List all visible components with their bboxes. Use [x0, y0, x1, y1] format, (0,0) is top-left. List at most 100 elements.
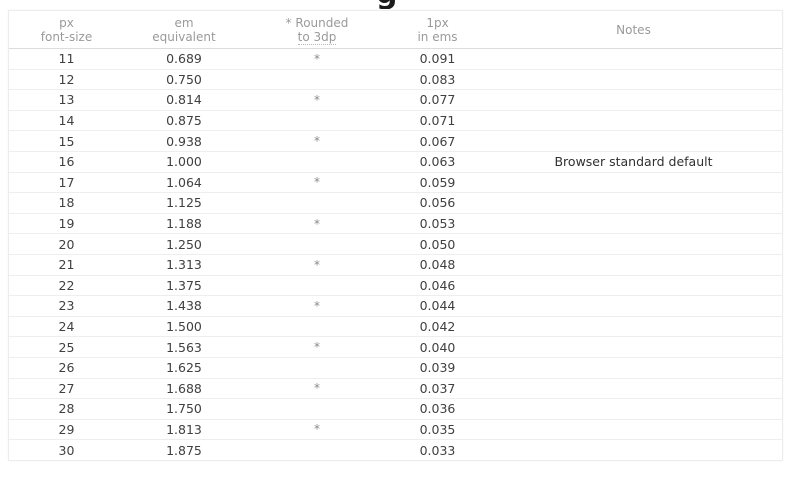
cell-rounded-marker [244, 192, 390, 214]
cell-px: 22 [9, 275, 124, 297]
cell-1px-in-ems: 0.042 [390, 316, 485, 338]
cell-rounded-marker: * [244, 254, 390, 276]
table-row: 30 1.875 0.033 [9, 440, 782, 460]
cell-1px-in-ems: 0.067 [390, 130, 485, 152]
cell-1px-in-ems: 0.050 [390, 233, 485, 255]
cell-1px-in-ems: 0.083 [390, 69, 485, 91]
header-em-equivalent: em equivalent [124, 11, 244, 49]
header-px-line2: font-size [40, 29, 93, 44]
header-rounded-line2: to 3dp [244, 29, 390, 45]
cell-note [485, 110, 782, 132]
cell-em: 1.064 [124, 172, 244, 194]
header-row: px font-size em equivalent * Rounded to … [9, 11, 782, 49]
header-1px-in-ems: 1px in ems [390, 11, 485, 49]
table-row: 21 1.313 * 0.048 [9, 254, 782, 276]
cell-note [485, 316, 782, 338]
header-notes-label: Notes [616, 22, 651, 37]
cell-em: 0.938 [124, 130, 244, 152]
cell-rounded-marker: * [244, 336, 390, 358]
table-header: px font-size em equivalent * Rounded to … [9, 11, 782, 49]
cell-em: 0.750 [124, 69, 244, 91]
cell-1px-in-ems: 0.077 [390, 89, 485, 111]
cell-note: Browser standard default [485, 151, 782, 173]
px-to-em-table: px font-size em equivalent * Rounded to … [9, 11, 782, 460]
cell-note [485, 336, 782, 358]
cell-px: 21 [9, 254, 124, 276]
header-notes: Notes [485, 11, 782, 49]
cell-rounded-marker: * [244, 295, 390, 317]
cell-note [485, 419, 782, 441]
cell-px: 23 [9, 295, 124, 317]
table-row: 22 1.375 0.046 [9, 275, 782, 297]
cell-px: 17 [9, 172, 124, 194]
cell-note [485, 398, 782, 420]
cropped-heading-fragment: g [376, 0, 432, 9]
cell-em: 1.500 [124, 316, 244, 338]
cell-1px-in-ems: 0.056 [390, 192, 485, 214]
cell-em: 1.188 [124, 213, 244, 235]
cell-rounded-marker [244, 233, 390, 255]
cell-px: 25 [9, 336, 124, 358]
table-row: 12 0.750 0.083 [9, 69, 782, 91]
table-row: 25 1.563 * 0.040 [9, 336, 782, 358]
cell-rounded-marker: * [244, 89, 390, 111]
cell-em: 1.625 [124, 357, 244, 379]
table-row: 26 1.625 0.039 [9, 357, 782, 379]
cell-rounded-marker [244, 151, 390, 173]
cell-rounded-marker [244, 440, 390, 460]
cell-note [485, 172, 782, 194]
header-1px-line2: in ems [417, 29, 458, 44]
cell-px: 26 [9, 357, 124, 379]
cell-rounded-marker: * [244, 213, 390, 235]
cell-px: 19 [9, 213, 124, 235]
table-row: 16 1.000 0.063 Browser standard default [9, 151, 782, 173]
table-row: 11 0.689 * 0.091 [9, 48, 782, 70]
cell-em: 1.750 [124, 398, 244, 420]
cell-px: 12 [9, 69, 124, 91]
cell-em: 1.313 [124, 254, 244, 276]
table-row: 17 1.064 * 0.059 [9, 172, 782, 194]
cell-em: 0.814 [124, 89, 244, 111]
header-px-font-size: px font-size [9, 11, 124, 49]
cell-px: 28 [9, 398, 124, 420]
cell-em: 1.375 [124, 275, 244, 297]
header-1px-line1: 1px [426, 15, 449, 30]
cell-note [485, 192, 782, 214]
cell-em: 0.689 [124, 48, 244, 70]
cell-1px-in-ems: 0.044 [390, 295, 485, 317]
cell-em: 1.438 [124, 295, 244, 317]
cell-note [485, 233, 782, 255]
cell-rounded-marker [244, 316, 390, 338]
cell-note [485, 378, 782, 400]
cell-1px-in-ems: 0.033 [419, 442, 456, 458]
cell-note [485, 89, 782, 111]
table-row: 23 1.438 * 0.044 [9, 295, 782, 317]
cell-em: 1.813 [124, 419, 244, 441]
header-em-line1: em [174, 15, 194, 30]
table-row: 28 1.750 0.036 [9, 398, 782, 420]
cell-1px-in-ems: 0.063 [390, 151, 485, 173]
cell-em: 1.875 [166, 442, 202, 458]
cell-px: 24 [9, 316, 124, 338]
table-row: 18 1.125 0.056 [9, 192, 782, 214]
header-em-line2: equivalent [152, 29, 216, 44]
table-body: 11 0.689 * 0.091 12 0.750 0.083 13 0.814 * 0.077 14… [9, 48, 782, 460]
cell-note [485, 130, 782, 152]
cell-em: 1.125 [124, 192, 244, 214]
cell-rounded-marker [244, 275, 390, 297]
cell-px: 13 [9, 89, 124, 111]
cell-1px-in-ems: 0.091 [390, 48, 485, 70]
rounded-abbreviation[interactable]: to 3dp [297, 29, 337, 45]
cell-em: 1.000 [124, 151, 244, 173]
px-to-em-table-frame: px font-size em equivalent * Rounded to … [8, 10, 783, 461]
cell-1px-in-ems: 0.053 [390, 213, 485, 235]
table-row: 24 1.500 0.042 [9, 316, 782, 338]
cell-note [485, 213, 782, 235]
cell-rounded-marker: * [244, 130, 390, 152]
table-row: 14 0.875 0.071 [9, 110, 782, 132]
cell-rounded-marker: * [244, 419, 390, 441]
table-row: 13 0.814 * 0.077 [9, 89, 782, 111]
cell-rounded-marker [244, 398, 390, 420]
cell-1px-in-ems: 0.048 [390, 254, 485, 276]
header-px-line1: px [59, 15, 74, 30]
